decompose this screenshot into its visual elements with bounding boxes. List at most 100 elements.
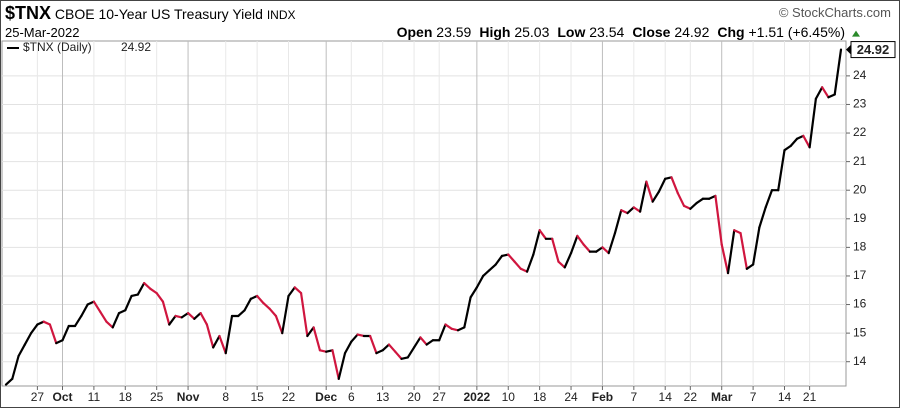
line-segment [726, 229, 736, 275]
line-segment [406, 346, 416, 359]
line-segment [193, 312, 202, 320]
line-segment [576, 234, 585, 246]
line-segment [670, 176, 679, 195]
line-segment [412, 336, 422, 349]
line-segment [180, 312, 190, 319]
line-segment [199, 312, 209, 326]
up-arrow [852, 30, 860, 37]
line-segment [218, 334, 227, 355]
y-tick-label: 21 [853, 154, 867, 168]
line-segment [563, 251, 573, 269]
last-value-tag: 24.92 [857, 42, 890, 57]
line-segment [475, 274, 485, 289]
line-segment [676, 191, 686, 208]
line-segment [111, 312, 121, 329]
line-segment [632, 206, 642, 213]
line-segment [36, 320, 45, 326]
line-segment [143, 282, 152, 290]
x-tick-label: 2022 [464, 390, 491, 404]
line-segment [733, 229, 742, 235]
line-segment [205, 323, 215, 349]
line-segment [783, 144, 792, 152]
line-segment [256, 294, 265, 305]
y-tick-label: 23 [853, 97, 867, 111]
line-segment [595, 246, 604, 253]
line-segment [739, 231, 748, 270]
line-segment [488, 263, 497, 272]
quote-value: 24.92 [674, 24, 710, 40]
line-segment [482, 269, 491, 278]
y-tick-label: 19 [853, 211, 867, 225]
line-segment [651, 190, 661, 203]
x-tick-label: 18 [119, 390, 133, 404]
y-tick-label: 16 [853, 297, 867, 311]
line-segment [645, 180, 654, 203]
plot-frame [1, 40, 847, 387]
line-segment [425, 339, 435, 346]
line-segment [105, 320, 114, 329]
line-segment [155, 292, 165, 303]
line-segment [161, 300, 171, 326]
line-segment [274, 314, 284, 335]
line-segment [42, 320, 52, 326]
line-segment [249, 294, 259, 300]
line-segment [438, 323, 447, 342]
line-segment [149, 287, 158, 295]
line-segment [789, 137, 799, 148]
line-segment [287, 286, 296, 298]
legend-value: 24.92 [121, 40, 151, 54]
line-segment [61, 324, 70, 342]
line-segment [30, 323, 39, 335]
y-tick-label: 14 [853, 354, 867, 368]
line-segment [607, 231, 617, 255]
x-tick-label: Feb [592, 390, 613, 404]
line-segment [758, 206, 767, 229]
line-segment [92, 300, 102, 313]
line-segment [638, 180, 648, 213]
line-segment [212, 334, 221, 349]
x-tick-label: 24 [564, 390, 578, 404]
line-segment [682, 204, 692, 210]
x-tick-label: 7 [750, 390, 757, 404]
security-name: CBOE 10-Year US Treasury Yield [54, 6, 263, 22]
line-segment [73, 314, 83, 328]
line-segment [237, 309, 246, 318]
line-segment [4, 377, 14, 386]
x-tick-label: 8 [222, 390, 229, 404]
y-tick-label: 15 [853, 325, 867, 339]
quote-label: Low [557, 24, 586, 40]
line-segment [519, 267, 529, 273]
line-segment [136, 282, 146, 296]
line-segment [821, 86, 830, 99]
line-segment [456, 326, 466, 332]
line-segment [745, 263, 755, 270]
line-segment [80, 303, 89, 318]
x-tick-label: 27 [31, 390, 45, 404]
line-segment [168, 314, 177, 326]
line-segment [525, 253, 535, 273]
quote-label: High [479, 24, 511, 40]
line-segment [381, 343, 391, 352]
line-segment [695, 197, 704, 205]
line-segment [620, 209, 629, 215]
line-segment [463, 296, 472, 329]
quote-label: Chg [717, 24, 745, 40]
line-segment [720, 243, 730, 275]
y-tick-label: 18 [853, 240, 867, 254]
line-segment [827, 93, 836, 99]
line-segment [99, 310, 108, 323]
line-segment [243, 297, 252, 312]
line-segment [494, 254, 504, 266]
line-segment [419, 336, 428, 346]
line-segment [350, 333, 359, 343]
line-segment [124, 294, 133, 312]
quote: Open 23.59 High 25.03 Low 23.54 Close 24.92… [389, 24, 845, 40]
line-segment [48, 323, 58, 345]
line-segment [532, 229, 541, 256]
line-segment [833, 48, 843, 96]
line-segment [394, 350, 403, 360]
line-segment [764, 189, 774, 209]
line-segment [337, 352, 347, 380]
